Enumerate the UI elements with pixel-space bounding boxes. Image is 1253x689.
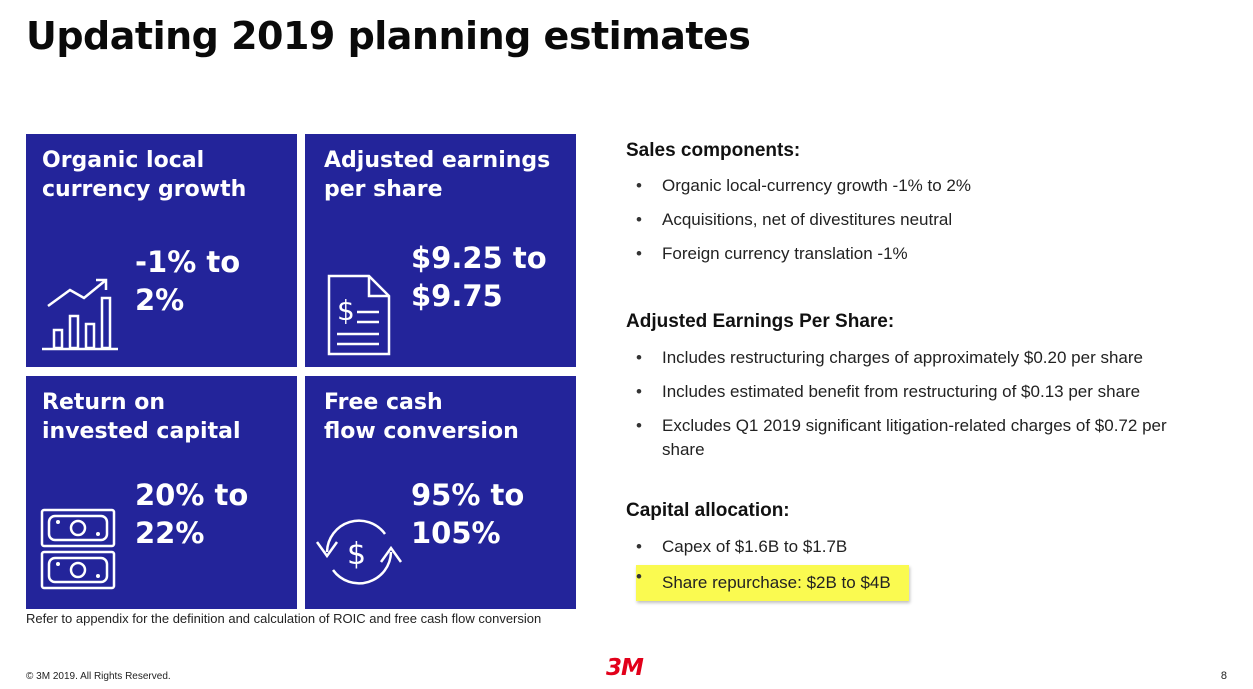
tile-value: 20% to 22% xyxy=(135,478,249,550)
bar-chart-growth-icon xyxy=(42,278,118,351)
footnote: Refer to appendix for the definition and… xyxy=(26,611,542,626)
tile-value: 95% to 105% xyxy=(411,478,525,550)
list-item: Organic local-currency growth -1% to 2% xyxy=(636,174,971,198)
tile-organic-growth: Organic local currency growth -1% to 2% xyxy=(26,134,297,367)
list-item-highlighted: Share repurchase: $2B to $4B xyxy=(636,565,909,601)
tile-label: Free cash flow conversion xyxy=(324,390,519,444)
tile-value: $9.25 to $9.75 xyxy=(411,241,547,313)
list-item: Capex of $1.6B to $1.7B xyxy=(636,535,909,559)
list-item: Foreign currency translation -1% xyxy=(636,242,971,266)
section-heading-capital: Capital allocation: xyxy=(626,500,790,521)
tile-roic: Return on invested capital 20% to 22% xyxy=(26,376,297,609)
list-item: Excludes Q1 2019 significant litigation-… xyxy=(636,414,1192,462)
section-heading-eps: Adjusted Earnings Per Share: xyxy=(626,311,895,332)
section-heading-sales: Sales components: xyxy=(626,140,801,161)
page-title: Updating 2019 planning estimates xyxy=(26,14,751,58)
list-item: Includes estimated benefit from restruct… xyxy=(636,380,1196,404)
list-item: Includes restructuring charges of approx… xyxy=(636,346,1196,370)
company-logo: 3M xyxy=(606,655,644,681)
tile-fcf-conversion: Free cash flow conversion 95% to 105% $ xyxy=(305,376,576,609)
highlighted-text: Share repurchase: $2B to $4B xyxy=(636,565,909,601)
capital-bullets: Capex of $1.6B to $1.7B Share repurchase… xyxy=(636,535,909,611)
tile-adjusted-eps: Adjusted earnings per share $9.25 to $9.… xyxy=(305,134,576,367)
sales-bullets: Organic local-currency growth -1% to 2% … xyxy=(636,174,971,276)
page-number: 8 xyxy=(1220,670,1227,682)
svg-text:$: $ xyxy=(347,537,366,572)
dollar-cycle-icon: $ xyxy=(315,519,403,585)
svg-text:$: $ xyxy=(337,294,355,327)
banknotes-icon xyxy=(40,508,116,590)
eps-bullets: Includes restructuring charges of approx… xyxy=(636,346,1196,472)
tile-label: Return on invested capital xyxy=(42,390,241,444)
tile-label: Organic local currency growth xyxy=(42,148,247,202)
tile-value: -1% to 2% xyxy=(135,245,241,317)
dollar-document-icon: $ xyxy=(327,274,391,356)
list-item: Acquisitions, net of divestitures neutra… xyxy=(636,208,971,232)
copyright: © 3M 2019. All Rights Reserved. xyxy=(26,671,171,682)
tile-label: Adjusted earnings per share xyxy=(324,148,551,202)
